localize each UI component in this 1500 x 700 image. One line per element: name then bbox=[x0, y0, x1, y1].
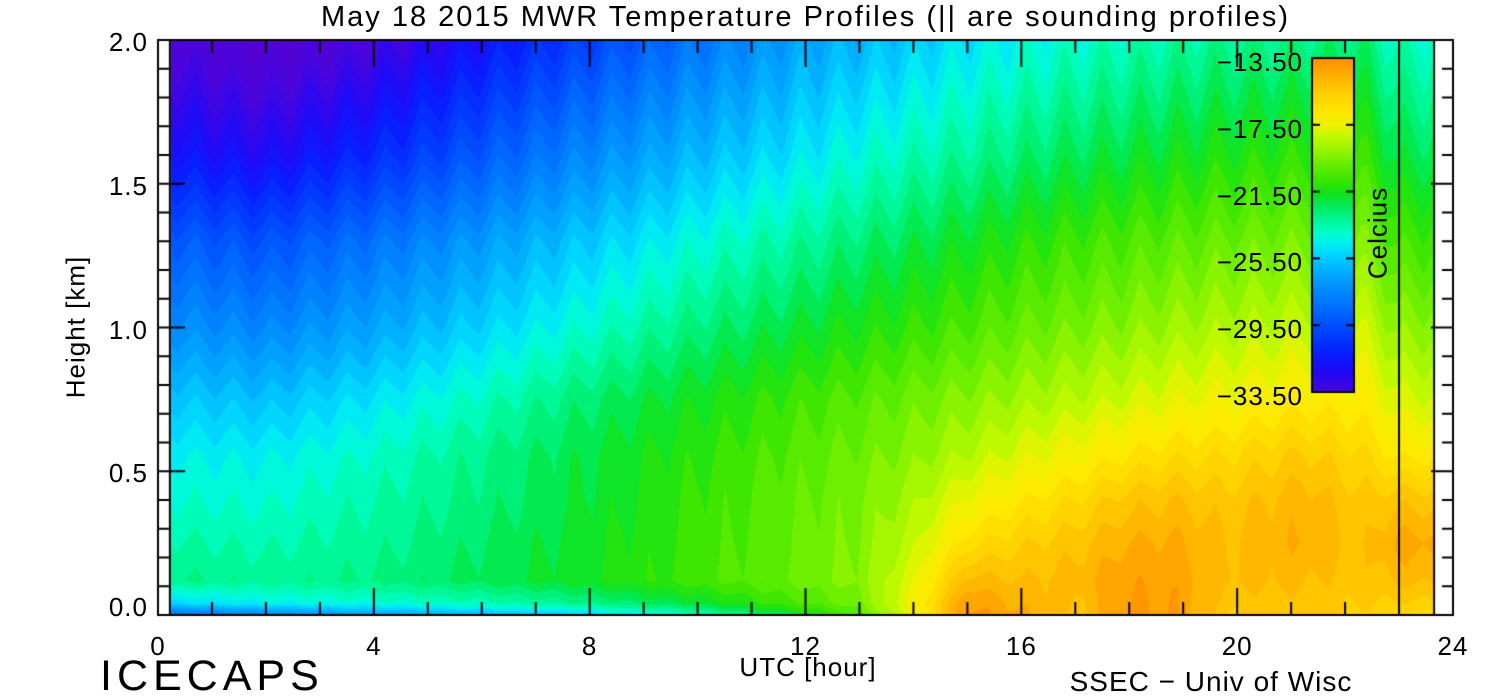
colorbar-tick-label: −29.50 bbox=[1216, 314, 1303, 345]
y-tick-label: 0.0 bbox=[108, 592, 148, 622]
x-tick-label: 8 bbox=[581, 631, 598, 661]
x-axis-title: UTC [hour] bbox=[739, 652, 877, 682]
project-logo-text: ICECAPS bbox=[100, 652, 324, 700]
y-tick-label: 2.0 bbox=[108, 27, 148, 57]
x-tick-label: 4 bbox=[366, 631, 382, 661]
chart-title: May 18 2015 MWR Temperature Profiles (||… bbox=[320, 1, 1290, 33]
x-tick-label: 0 bbox=[150, 631, 166, 661]
x-tick-label: 16 bbox=[1005, 631, 1037, 661]
x-tick-label: 20 bbox=[1221, 631, 1253, 661]
colorbar-tick-label: −13.50 bbox=[1216, 47, 1303, 77]
x-tick-label: 12 bbox=[790, 631, 821, 661]
colorbar-title: Celcius bbox=[1362, 186, 1393, 280]
y-tick-label: 1.5 bbox=[108, 170, 148, 201]
colorbar-tick-label: −17.50 bbox=[1216, 113, 1303, 144]
y-tick-label: 0.5 bbox=[108, 458, 148, 489]
colorbar-tick-label: −33.50 bbox=[1216, 381, 1303, 411]
x-tick-label: 24 bbox=[1437, 631, 1469, 661]
colorbar-tick-label: −25.50 bbox=[1216, 247, 1303, 278]
colorbar-tick-label: −21.50 bbox=[1216, 180, 1303, 211]
y-tick-label: 1.0 bbox=[108, 314, 148, 345]
credit-text: SSEC − Univ of Wisc bbox=[1069, 666, 1353, 697]
